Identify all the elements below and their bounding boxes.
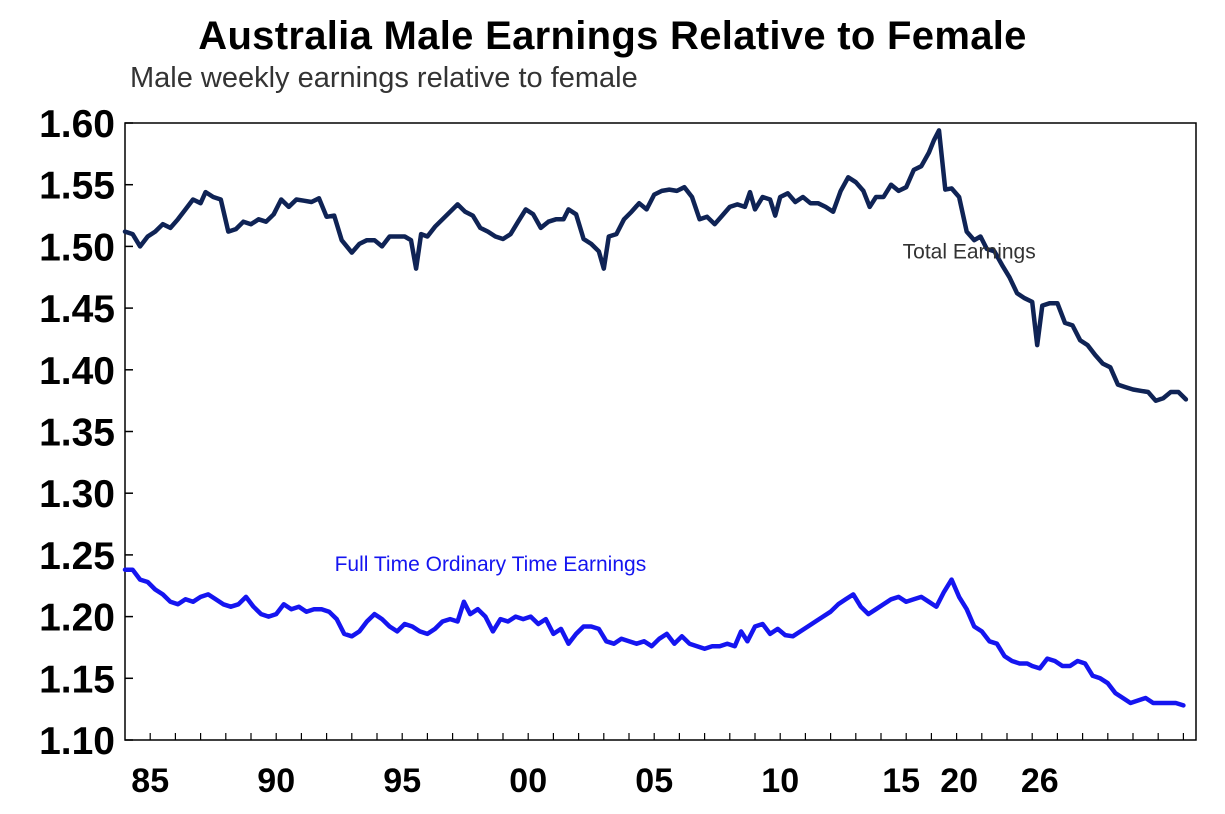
plot-area-frame bbox=[124, 122, 1197, 741]
y-tick-label: 1.25 bbox=[39, 535, 115, 578]
y-tick-label: 1.40 bbox=[39, 350, 115, 393]
series-labels: Total Earnings Full Time Ordinary Time Ea… bbox=[335, 241, 1036, 576]
series-line-total-earnings bbox=[122, 128, 1189, 403]
series-label-total-earnings: Total Earnings bbox=[903, 241, 1036, 264]
x-tick-label: 95 bbox=[383, 762, 421, 800]
series-label-full-time-ordinary-time-earnings: Full Time Ordinary Time Earnings bbox=[335, 553, 647, 576]
y-tick-label: 1.60 bbox=[39, 103, 115, 146]
x-tick-label: 26 bbox=[1021, 762, 1059, 800]
y-tick-label: 1.55 bbox=[39, 165, 115, 208]
x-axis: 85 90 95 00 05 10 15 20 26 bbox=[131, 733, 1185, 800]
y-tick-label: 1.30 bbox=[39, 473, 115, 516]
x-tick-label: 90 bbox=[257, 762, 295, 800]
y-tick-label: 1.20 bbox=[39, 597, 115, 640]
x-tick-label: 10 bbox=[761, 762, 799, 800]
x-tick-label: 20 bbox=[940, 762, 978, 800]
y-tick-label: 1.10 bbox=[39, 720, 115, 763]
x-tick-label: 00 bbox=[509, 762, 547, 800]
chart-title: Australia Male Earnings Relative to Fema… bbox=[198, 14, 1027, 58]
y-tick-label: 1.15 bbox=[39, 658, 115, 701]
y-axis: 1.10 1.15 1.20 1.25 1.30 1.35 1.40 1.45 1.50 1.55… bbox=[39, 103, 133, 763]
series-layer bbox=[122, 128, 1189, 708]
x-tick-label: 05 bbox=[635, 762, 673, 800]
x-tick-label: 15 bbox=[882, 762, 920, 800]
y-tick-label: 1.35 bbox=[39, 412, 115, 455]
y-tick-label: 1.50 bbox=[39, 226, 115, 269]
x-tick-label: 85 bbox=[131, 762, 169, 800]
y-tick-label: 1.45 bbox=[39, 288, 115, 331]
chart-subtitle: Male weekly earnings relative to female bbox=[130, 62, 638, 94]
series-line-full-time-ordinary-time-earnings bbox=[122, 567, 1186, 708]
